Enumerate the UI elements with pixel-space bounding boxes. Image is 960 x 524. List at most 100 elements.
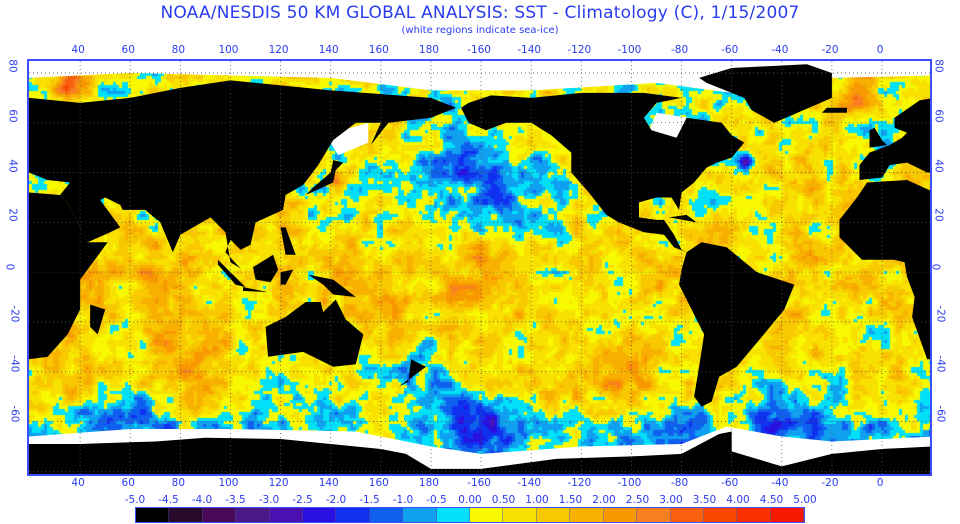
colorbar-swatch: [570, 508, 604, 522]
philippines: [280, 227, 296, 255]
longitude-label: 60: [121, 44, 135, 56]
colorbar-tick-label: 4.00: [726, 494, 750, 506]
colorbar-tick-label: 3.00: [659, 494, 683, 506]
colorbar-swatch: [136, 508, 170, 522]
longitude-label: 140: [318, 477, 339, 489]
latitude-label: 0: [929, 263, 942, 271]
latitude-label: -60: [8, 404, 21, 422]
latitude-label: -60: [934, 404, 947, 422]
cuba: [669, 214, 697, 223]
latitude-label: 20: [932, 208, 945, 223]
longitude-label: 40: [71, 44, 85, 56]
latitude-label: 60: [6, 109, 19, 123]
colorbar-tick-label: 4.50: [759, 494, 784, 506]
colorbar-swatch: [703, 508, 738, 522]
colorbar-swatch: [236, 508, 270, 522]
longitude-label: -140: [517, 44, 542, 56]
latitude-label: 40: [6, 158, 19, 173]
colorbar-tick-label: -5.0: [124, 494, 146, 506]
colorbar-swatch: [303, 508, 337, 522]
longitude-label: -40: [771, 44, 789, 56]
madagascar: [90, 304, 106, 335]
greenland: [699, 64, 832, 123]
new-guinea: [308, 274, 356, 298]
colorbar: [135, 507, 805, 523]
australia: [265, 299, 364, 367]
map-subtitle: (white regions indicate sea-ice): [401, 25, 559, 36]
borneo: [253, 254, 279, 283]
longitude-label: -140: [517, 477, 542, 489]
south-america: [679, 242, 795, 407]
longitude-label: 80: [171, 44, 186, 56]
latitude-label: 80: [932, 59, 945, 73]
japan: [305, 160, 344, 195]
new-zealand: [398, 359, 426, 387]
longitude-label: 180: [418, 44, 439, 56]
colorbar-tick-label: -3.0: [258, 494, 280, 506]
colorbar-tick-label: -2.5: [292, 494, 313, 506]
colorbar-swatch: [670, 508, 704, 522]
colorbar-tick-label: -1.5: [359, 494, 380, 506]
colorbar-swatch: [637, 508, 671, 522]
colorbar-swatch: [403, 508, 437, 522]
colorbar-swatch: [169, 508, 203, 522]
north-america: [461, 92, 745, 253]
sumatra: [217, 259, 246, 288]
colorbar-tick-label: -0.5: [426, 494, 447, 506]
latitude-label: -20: [934, 305, 947, 323]
longitude-label: -40: [771, 477, 789, 489]
longitude-label: 100: [218, 477, 239, 489]
colorbar-tick-label: 1.00: [525, 494, 549, 506]
longitude-label: -100: [617, 477, 642, 489]
africa-east: [29, 192, 108, 360]
longitude-label: -60: [721, 477, 739, 489]
colorbar-tick-label: -3.5: [225, 494, 246, 506]
iceland: [821, 107, 847, 113]
java: [243, 287, 269, 293]
great-britain: [869, 127, 888, 148]
latitude-label: -40: [8, 355, 21, 373]
antarctica: [29, 431, 930, 474]
colorbar-tick-label: -4.0: [191, 494, 213, 506]
latitude-label: -20: [8, 305, 21, 323]
latitude-label: 20: [6, 208, 19, 223]
longitude-label: 140: [318, 44, 339, 56]
longitude-label: -120: [567, 477, 592, 489]
sulawesi: [280, 269, 294, 285]
colorbar-tick-label: 1.50: [558, 494, 583, 506]
longitude-label: 160: [368, 477, 389, 489]
arctic-sea-ice: [29, 61, 930, 93]
colorbar-swatch: [269, 508, 304, 522]
longitude-label: 120: [268, 477, 289, 489]
longitude-label: -80: [670, 477, 689, 489]
okhotsk-sea-ice: [325, 122, 369, 156]
colorbar-swatch: [470, 508, 504, 522]
longitude-label: 160: [368, 44, 389, 56]
longitude-label: 80: [171, 477, 186, 489]
colorbar-tick-label: 0.00: [458, 494, 482, 506]
longitude-label: 180: [418, 477, 439, 489]
longitude-label: 0: [876, 44, 884, 56]
longitude-label: 0: [876, 477, 884, 489]
colorbar-swatch: [336, 508, 370, 522]
colorbar-tick-label: -1.0: [392, 494, 414, 506]
longitude-label: -160: [467, 44, 491, 56]
colorbar-tick-label: 0.50: [491, 494, 516, 506]
colorbar-swatch: [503, 508, 537, 522]
sst-anomaly-map: [27, 59, 932, 476]
map-title: NOAA/NESDIS 50 KM GLOBAL ANALYSIS: SST -…: [160, 3, 800, 23]
latitude-label: -40: [934, 355, 947, 373]
latitude-label: 80: [6, 59, 19, 73]
colorbar-tick-label: 2.50: [625, 494, 650, 506]
land-and-ice-layer: [29, 61, 930, 474]
colorbar-swatch: [737, 508, 771, 522]
colorbar-swatch: [536, 508, 571, 522]
longitude-label: 100: [218, 44, 239, 56]
colorbar-tick-label: -4.5: [158, 494, 179, 506]
colorbar-swatch: [770, 508, 805, 522]
eurasia: [29, 80, 457, 269]
longitude-label: -120: [567, 44, 592, 56]
colorbar-swatch: [369, 508, 404, 522]
latitude-label: 60: [932, 109, 945, 123]
longitude-label: 40: [71, 477, 85, 489]
